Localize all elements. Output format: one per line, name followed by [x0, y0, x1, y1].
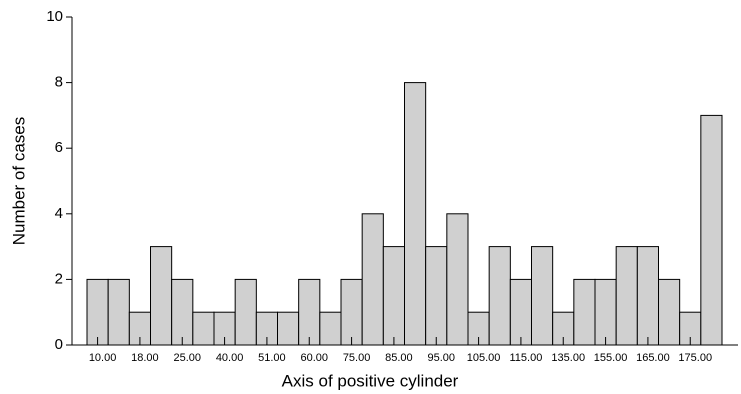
bar [319, 311, 342, 346]
x-tick-label: 105.00 [467, 352, 501, 364]
x-tick-label: 95.00 [427, 352, 455, 364]
bar [86, 278, 109, 346]
y-tick-label: 2 [55, 270, 63, 287]
x-tick-label: 51.00 [258, 352, 286, 364]
bar [361, 213, 384, 346]
bar [382, 246, 406, 346]
x-tick-label: 60.00 [300, 352, 328, 364]
x-tick-label: 40.00 [216, 352, 244, 364]
bar [234, 278, 257, 346]
bar [277, 311, 300, 346]
bar [636, 246, 659, 346]
x-tick-label: 85.00 [385, 352, 413, 364]
x-tick-label: 18.00 [131, 352, 159, 364]
bar [488, 246, 511, 346]
y-tick-label: 10 [46, 8, 63, 25]
bar [171, 278, 194, 346]
bar [150, 246, 173, 346]
bar [107, 278, 130, 346]
bar [658, 278, 681, 346]
x-tick-label: 10.00 [89, 352, 117, 364]
bar [594, 278, 617, 346]
bar [192, 311, 215, 346]
x-tick-label: 75.00 [343, 352, 371, 364]
x-tick-label: 115.00 [510, 352, 543, 364]
bar [573, 278, 596, 346]
x-tick-label: 175.00 [678, 352, 712, 364]
y-tick-label: 8 [55, 74, 63, 91]
x-axis-label: Axis of positive cylinder [282, 371, 459, 390]
y-tick-label: 6 [55, 139, 63, 156]
bar [404, 82, 427, 346]
x-tick-label: 155.00 [594, 352, 628, 364]
bar [340, 278, 363, 346]
y-tick-label: 0 [55, 336, 63, 353]
bar [531, 246, 554, 346]
bar [615, 246, 638, 346]
x-tick-label: 25.00 [173, 352, 201, 364]
bar [446, 213, 469, 346]
y-tick-label: 4 [55, 205, 63, 222]
bar [298, 278, 321, 346]
bar [425, 246, 448, 346]
x-tick-label: 135.00 [551, 352, 585, 364]
bar [700, 114, 723, 346]
bar [509, 278, 533, 346]
y-axis-label: Number of cases [9, 117, 28, 246]
x-tick-label: 165.00 [636, 352, 670, 364]
